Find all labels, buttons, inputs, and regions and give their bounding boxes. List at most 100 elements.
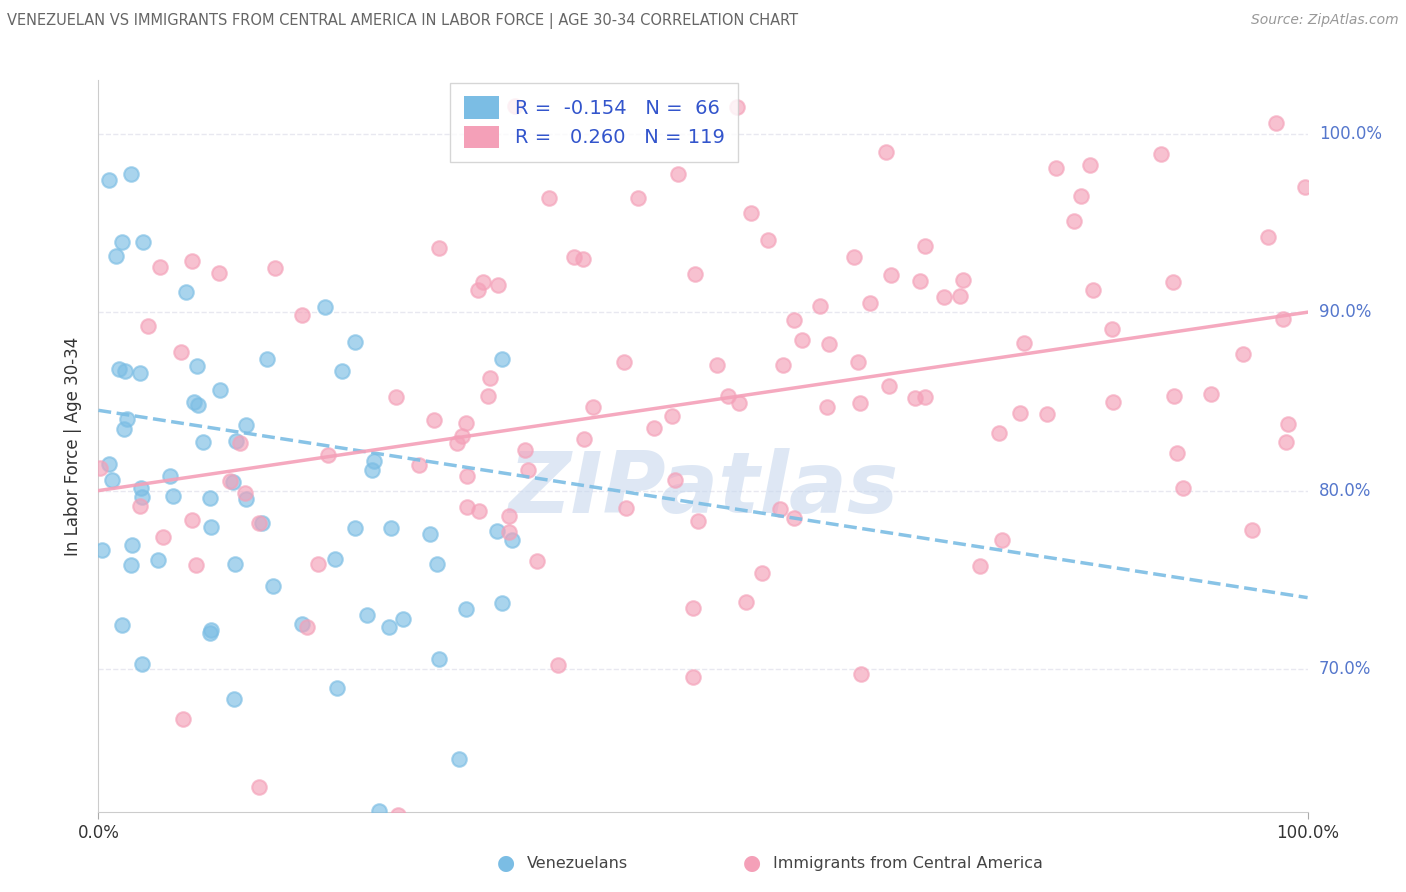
Point	[1166, 446, 1188, 460]
Point	[1163, 389, 1185, 403]
Point	[229, 436, 252, 450]
Point	[1232, 347, 1254, 361]
Point	[104, 249, 127, 263]
Point	[1101, 322, 1123, 336]
Point	[613, 354, 636, 368]
Text: VENEZUELAN VS IMMIGRANTS FROM CENTRAL AMERICA IN LABOR FORCE | AGE 30-34 CORRELA: VENEZUELAN VS IMMIGRANTS FROM CENTRAL AM…	[7, 13, 799, 29]
Point	[159, 469, 181, 483]
Point	[849, 396, 872, 410]
Point	[725, 100, 748, 114]
Point	[114, 363, 136, 377]
Point	[879, 268, 901, 282]
Point	[186, 359, 208, 373]
Point	[387, 808, 409, 822]
Point	[208, 383, 231, 397]
Point	[1163, 275, 1185, 289]
Point	[111, 235, 134, 249]
Point	[392, 612, 415, 626]
Point	[1045, 161, 1067, 175]
Point	[1070, 188, 1092, 202]
Point	[219, 475, 242, 489]
Point	[772, 358, 794, 372]
Point	[1257, 229, 1279, 244]
Point	[969, 558, 991, 573]
Point	[875, 145, 897, 159]
Point	[323, 552, 346, 566]
Point	[1036, 407, 1059, 421]
Y-axis label: In Labor Force | Age 30-34: In Labor Force | Age 30-34	[65, 336, 83, 556]
Point	[478, 371, 501, 385]
Point	[537, 191, 560, 205]
Point	[1150, 147, 1173, 161]
Point	[344, 334, 367, 349]
Point	[149, 260, 172, 274]
Point	[224, 558, 246, 572]
Point	[256, 351, 278, 366]
Point	[361, 463, 384, 477]
Point	[224, 691, 246, 706]
Point	[477, 389, 499, 403]
Point	[307, 558, 329, 572]
Point	[454, 416, 477, 430]
Point	[547, 658, 569, 673]
Point	[914, 391, 936, 405]
Point	[1265, 116, 1288, 130]
Point	[516, 463, 538, 477]
Point	[526, 553, 548, 567]
Point	[191, 434, 214, 449]
Text: 80.0%: 80.0%	[1319, 482, 1371, 500]
Point	[498, 524, 520, 539]
Point	[422, 413, 444, 427]
Point	[108, 362, 131, 376]
Point	[472, 275, 495, 289]
Point	[627, 191, 650, 205]
Point	[225, 434, 247, 449]
Point	[503, 99, 526, 113]
Point	[614, 500, 637, 515]
Point	[846, 355, 869, 369]
Point	[316, 448, 339, 462]
Point	[446, 435, 468, 450]
Point	[152, 530, 174, 544]
Point	[751, 566, 773, 581]
Point	[132, 235, 155, 250]
Point	[131, 657, 153, 672]
Text: Immigrants from Central America: Immigrants from Central America	[773, 856, 1043, 871]
Point	[419, 527, 441, 541]
Point	[1078, 158, 1101, 172]
Point	[120, 167, 142, 181]
Point	[491, 351, 513, 366]
Point	[808, 299, 831, 313]
Point	[486, 277, 509, 292]
Point	[877, 379, 900, 393]
Point	[735, 594, 758, 608]
Point	[89, 460, 111, 475]
Point	[949, 289, 972, 303]
Legend: R =  -0.154   N =  66, R =   0.260   N = 119: R = -0.154 N = 66, R = 0.260 N = 119	[450, 83, 738, 161]
Point	[1271, 312, 1294, 326]
Point	[326, 681, 349, 695]
Point	[952, 273, 974, 287]
Point	[664, 473, 686, 487]
Point	[1191, 61, 1213, 75]
Point	[380, 521, 402, 535]
Point	[235, 418, 257, 433]
Point	[91, 543, 114, 558]
Point	[1240, 524, 1263, 538]
Text: Source: ZipAtlas.com: Source: ZipAtlas.com	[1251, 13, 1399, 28]
Point	[456, 602, 478, 616]
Point	[515, 442, 537, 457]
Point	[222, 475, 245, 489]
Point	[128, 366, 150, 380]
Text: 70.0%: 70.0%	[1319, 660, 1371, 678]
Point	[101, 473, 124, 487]
Point	[450, 429, 472, 443]
Point	[200, 491, 222, 505]
Point	[363, 453, 385, 467]
Point	[121, 538, 143, 552]
Point	[582, 400, 605, 414]
Point	[908, 274, 931, 288]
Point	[467, 283, 489, 297]
Point	[129, 481, 152, 495]
Point	[247, 780, 270, 794]
